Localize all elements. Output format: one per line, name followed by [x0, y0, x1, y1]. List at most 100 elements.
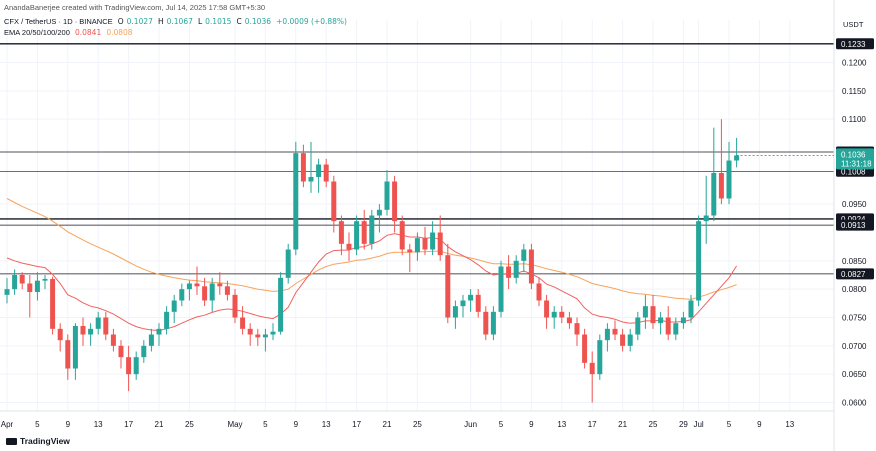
tradingview-logo-icon — [6, 438, 17, 446]
level-label-bg — [836, 268, 874, 280]
open-value: 0.1027 — [126, 17, 153, 26]
candle-body — [528, 249, 534, 284]
candle — [148, 328, 154, 352]
time-tick-label: 25 — [413, 420, 422, 429]
candle — [498, 260, 504, 318]
ema50-line — [6, 198, 737, 300]
candle-body — [445, 255, 451, 318]
candle-body — [422, 238, 428, 250]
candle — [680, 311, 686, 329]
candle — [559, 306, 565, 324]
price-axis[interactable]: 0.1200 0.1150 0.1100 0.0950 0.0850 0.0800 0.07… — [842, 59, 867, 408]
time-tick-label: 5 — [727, 420, 732, 429]
candle-body — [361, 221, 367, 244]
candle — [156, 323, 162, 346]
price-grid — [0, 20, 834, 411]
candle — [126, 345, 132, 392]
candle-body — [620, 334, 626, 346]
time-tick-label: 25 — [649, 420, 658, 429]
candle — [475, 289, 481, 318]
candle-body — [612, 328, 618, 335]
ema50-value: 0.0808 — [106, 28, 133, 37]
candle-body — [316, 164, 322, 177]
time-tick-label: 13 — [94, 420, 103, 429]
candle — [34, 272, 40, 301]
time-tick-label: 9 — [529, 420, 534, 429]
candle-body — [88, 328, 94, 335]
time-tick-label: Apr — [1, 420, 14, 429]
candle — [589, 351, 595, 403]
candle — [718, 119, 724, 205]
candle — [19, 272, 25, 290]
candle — [247, 323, 253, 346]
candle — [627, 328, 633, 352]
candle — [118, 340, 124, 369]
candle — [528, 243, 534, 290]
candle — [665, 306, 671, 341]
level-label: 0.0913 — [841, 221, 866, 230]
candle — [12, 269, 18, 295]
candle — [270, 323, 276, 341]
candle — [437, 215, 443, 261]
price-tick-label: 0.0700 — [842, 342, 867, 351]
candle-body — [597, 340, 603, 375]
candle-body — [27, 283, 33, 292]
candle-body — [589, 362, 595, 375]
ema-legend[interactable]: EMA 20/50/100/200 0.0841 0.0808 — [4, 28, 136, 37]
candle — [483, 306, 489, 341]
last-price-value: 0.1036 — [841, 150, 866, 159]
candle-body — [703, 215, 709, 222]
low-label: L — [197, 17, 203, 26]
time-tick-label: 21 — [618, 420, 627, 429]
candle — [711, 127, 717, 222]
bar-countdown: 11:31:18 — [841, 159, 872, 168]
candle — [384, 170, 390, 216]
candle — [574, 317, 580, 346]
candle — [293, 141, 299, 256]
candle — [566, 311, 572, 329]
price-tick-label: 0.0800 — [842, 285, 867, 294]
candle — [369, 209, 375, 250]
candle — [316, 158, 322, 193]
time-tick-label: 5 — [263, 420, 268, 429]
candle — [133, 351, 139, 380]
candle — [734, 137, 740, 168]
last-price-bg — [836, 148, 874, 170]
time-tick-label: 21 — [155, 420, 164, 429]
candle-body — [369, 215, 375, 244]
candle-body — [148, 334, 154, 346]
candle-body — [293, 153, 299, 250]
candle — [399, 215, 405, 256]
candle-body — [133, 357, 139, 375]
candle-body — [399, 221, 405, 250]
candle-body — [232, 294, 238, 318]
price-tick-label: 0.1200 — [842, 59, 867, 68]
high-value: 0.1067 — [166, 17, 193, 26]
candle — [582, 328, 588, 369]
candle-body — [696, 221, 702, 301]
candle — [650, 294, 656, 329]
candle-body — [673, 323, 679, 335]
candle — [688, 294, 694, 324]
candle — [179, 283, 185, 307]
candle — [430, 221, 436, 256]
candle — [635, 311, 641, 341]
time-axis[interactable]: Apr 5 9 13 17 21 25 May 5 9 13 17 21 25 Jun 5 9 13 17 21 25 2… — [1, 420, 795, 429]
low-value: 0.1015 — [205, 17, 232, 26]
level-label: 0.1233 — [841, 40, 866, 49]
time-tick-label: May — [227, 420, 242, 429]
candle — [194, 266, 200, 295]
change-value: +0.0009 (+0.88%) — [276, 17, 347, 26]
tradingview-logo[interactable]: TradingView — [6, 436, 70, 446]
level-label-bg — [836, 38, 874, 50]
candle-body — [300, 153, 306, 182]
candle-body — [80, 326, 86, 335]
candle-body — [224, 286, 230, 295]
candle — [597, 334, 603, 380]
candle-body — [642, 306, 648, 318]
candle — [202, 277, 208, 307]
candle — [536, 277, 542, 307]
time-tick-label: 13 — [785, 420, 794, 429]
